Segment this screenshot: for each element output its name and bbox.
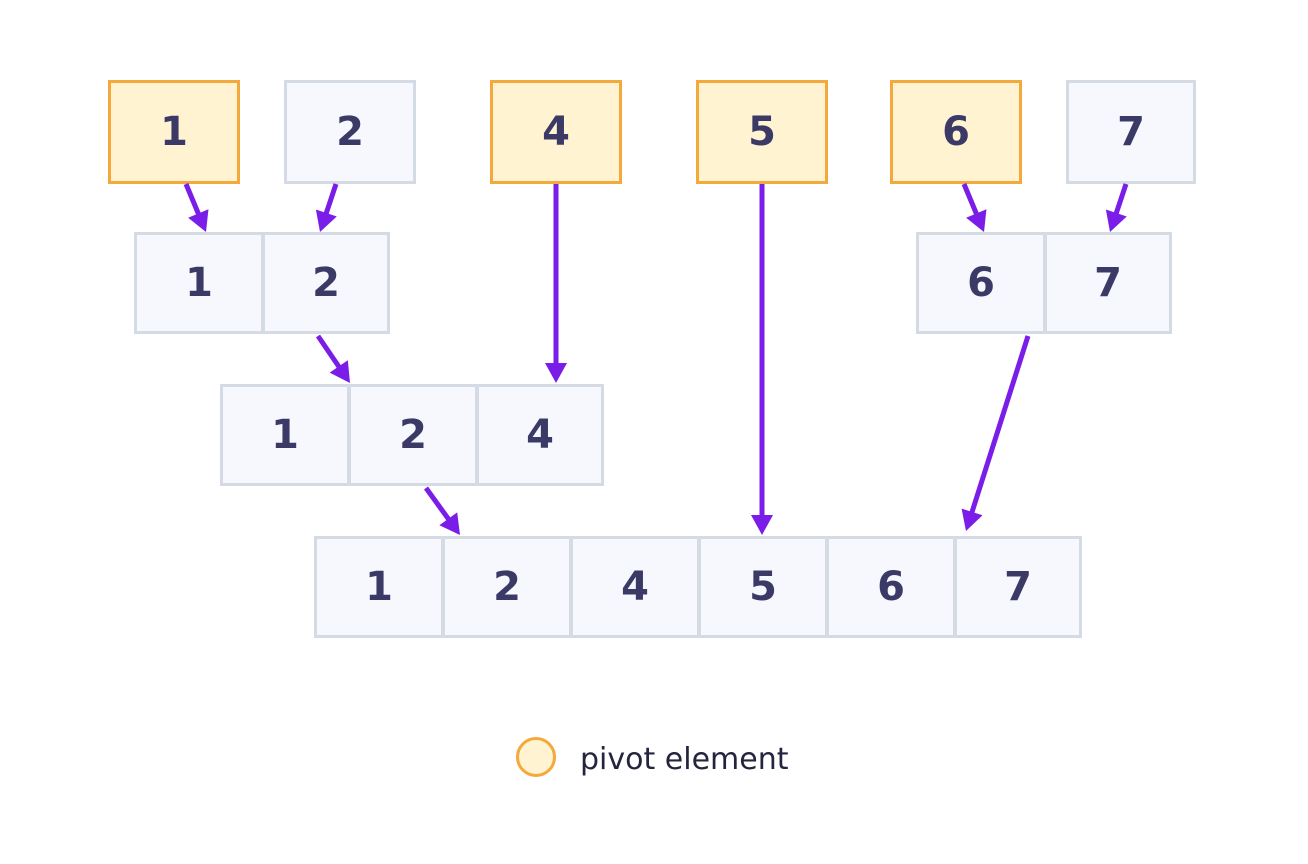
left-pair-cell-2: 2: [262, 232, 390, 334]
legend-label: pivot element: [580, 742, 789, 777]
arrow-2-to-pair: [315, 183, 339, 232]
legend-pivot-swatch: [516, 737, 556, 777]
sorted-array-cell-1: 1: [314, 536, 444, 638]
pivots-cell-3: 4: [490, 80, 622, 184]
arrow-4-to-three: [545, 184, 567, 383]
merge-three-cell-3: 4: [476, 384, 604, 486]
sorted-array-cell-6: 7: [954, 536, 1082, 638]
left-pair-cell-1: 1: [134, 232, 264, 334]
sorted-array-cell-2: 2: [442, 536, 572, 638]
right-pair-cell-1: 6: [916, 232, 1046, 334]
arrow-three-to-sorted: [423, 486, 460, 535]
arrow-pair-to-three: [315, 334, 350, 383]
sorted-array-cell-4: 5: [698, 536, 828, 638]
right-pair-cell-2: 7: [1044, 232, 1172, 334]
pivots-cell-4: 5: [696, 80, 828, 184]
sorted-array-cell-5: 6: [826, 536, 956, 638]
arrow-right-pair-to-sorted: [961, 335, 1031, 531]
pivots-cell-1: 1: [108, 80, 240, 184]
arrow-1-to-pair: [183, 183, 209, 232]
pivots-cell-2: 2: [284, 80, 416, 184]
arrow-7-to-pair: [1105, 183, 1129, 232]
arrow-5-to-sorted: [751, 184, 773, 535]
pivots-cell-5: 6: [890, 80, 1022, 184]
arrow-6-to-pair: [961, 183, 987, 232]
pivots-cell-6: 7: [1066, 80, 1196, 184]
